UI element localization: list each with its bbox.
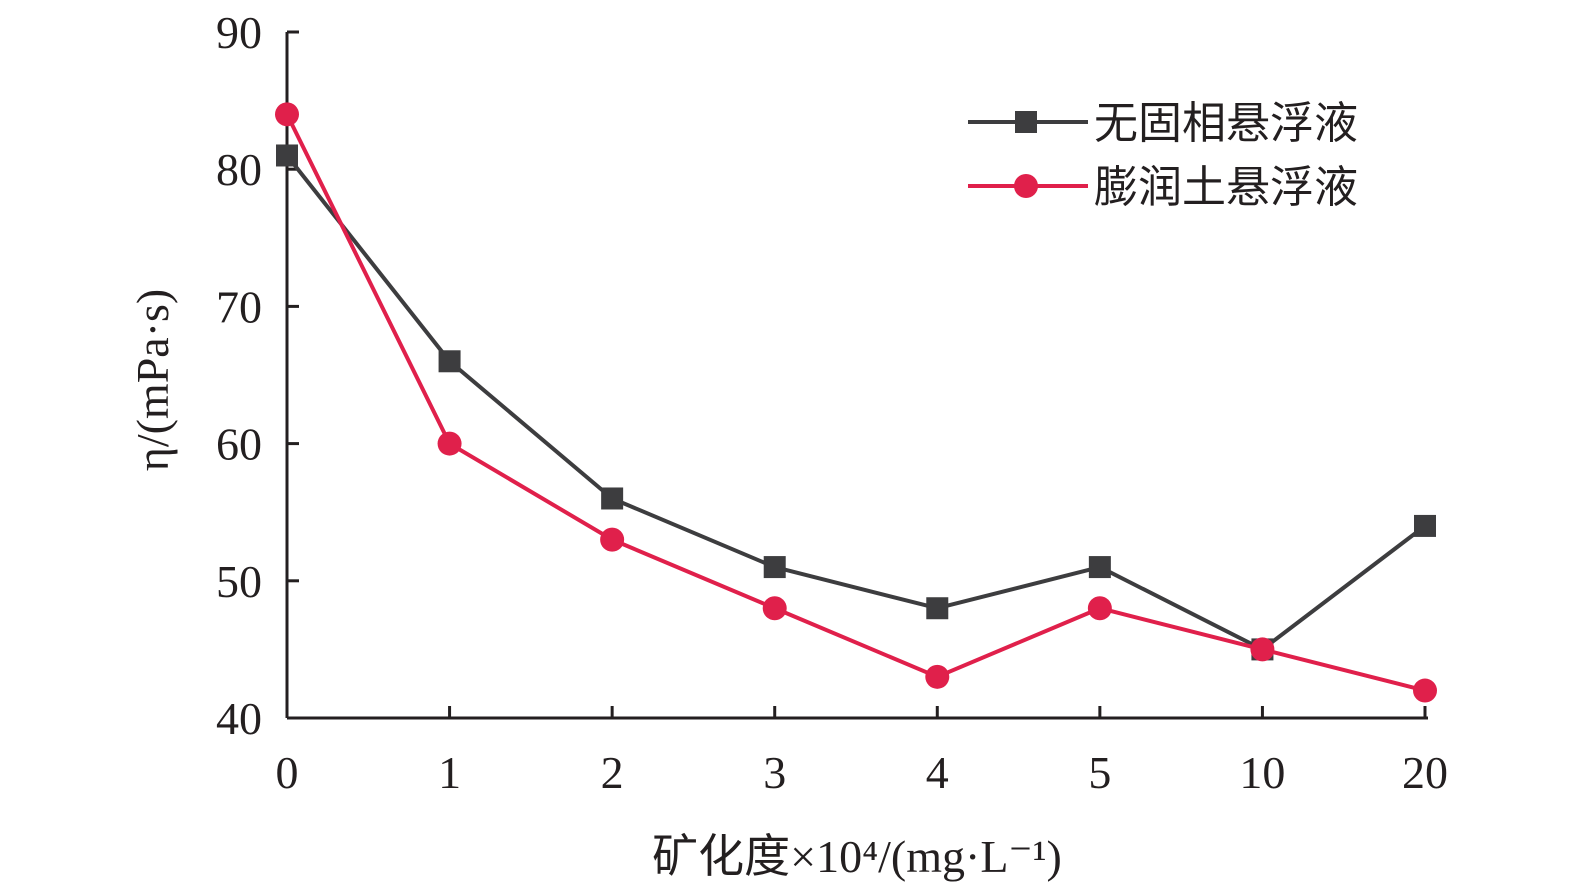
legend-label: 无固相悬浮液	[1094, 98, 1358, 149]
x-tick-label: 3	[763, 747, 786, 798]
legend-label: 膨润土悬浮液	[1094, 162, 1358, 213]
series-line	[285, 113, 1426, 693]
y-tick-label: 40	[216, 693, 262, 744]
data-point-circle	[1250, 637, 1275, 662]
legend-marker-square	[1015, 111, 1037, 133]
data-point-circle	[600, 527, 625, 552]
x-tick-label: 2	[601, 747, 624, 798]
legend-item-1: 无固相悬浮液	[968, 98, 1358, 149]
x-tick-label: 20	[1402, 747, 1448, 798]
data-point-square	[601, 487, 624, 510]
legend-marker-circle	[1014, 174, 1038, 198]
data-point-circle	[275, 102, 299, 127]
data-point-square	[1088, 556, 1111, 579]
data-point-circle	[1087, 596, 1112, 621]
series-line	[285, 154, 1427, 652]
y-axis-title: η/(mPa·s)	[127, 289, 178, 471]
series-2	[275, 102, 1437, 703]
y-tick-label: 80	[216, 144, 262, 195]
data-point-square	[763, 556, 786, 579]
data-point-square	[438, 350, 461, 373]
x-tick-label: 0	[276, 747, 299, 798]
data-point-circle	[762, 596, 787, 621]
x-ticks: 0 1 2 3 4 5 10 20	[276, 706, 1448, 798]
y-tick-label: 90	[216, 7, 262, 58]
legend-item-2: 膨润土悬浮液	[968, 162, 1358, 213]
y-tick-label: 70	[216, 281, 262, 332]
data-point-square	[276, 144, 298, 167]
x-tick-label: 4	[926, 747, 949, 798]
series-1	[276, 144, 1436, 661]
x-tick-label: 1	[438, 747, 461, 798]
y-tick-label: 50	[216, 556, 262, 607]
y-tick-label: 60	[216, 419, 262, 470]
x-axis-title: 矿化度×10⁴/(mg·L⁻¹)	[652, 831, 1062, 882]
y-ticks: 40 50 60 70 80 90	[216, 7, 299, 744]
data-point-square	[926, 597, 949, 620]
data-point-square	[1414, 514, 1436, 537]
data-point-circle	[1413, 678, 1437, 703]
x-tick-label: 5	[1088, 747, 1111, 798]
data-point-circle	[925, 664, 950, 689]
x-tick-label: 10	[1239, 747, 1285, 798]
series-layer	[275, 102, 1437, 703]
data-point-circle	[437, 431, 462, 456]
